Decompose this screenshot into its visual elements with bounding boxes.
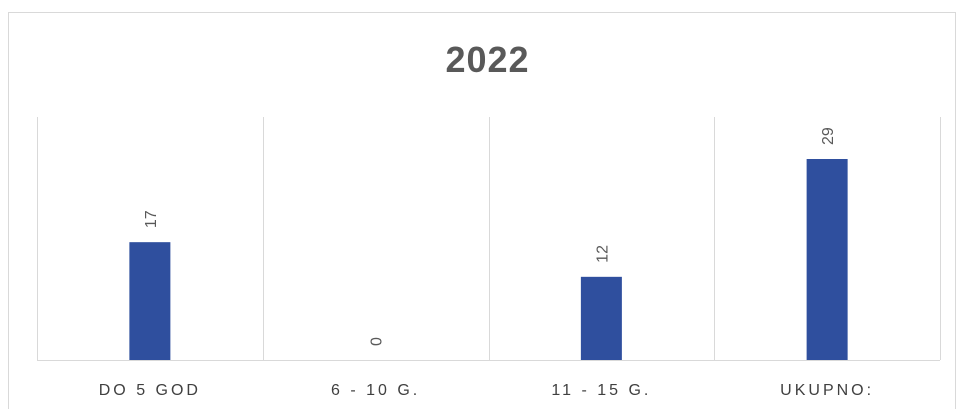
bars-layer	[129, 159, 848, 360]
data-label-2: 12	[594, 245, 611, 263]
chart-frame	[8, 12, 956, 409]
chart-title: 2022	[445, 39, 530, 80]
category-label-0: DO 5 GOD	[99, 382, 201, 399]
data-label-0: 17	[143, 210, 160, 228]
data-label-3: 29	[820, 127, 837, 145]
bar-2	[580, 276, 622, 360]
bar-0	[129, 242, 171, 360]
data-label-1: 0	[369, 337, 386, 346]
labels-layer: 17 DO 5 GOD 0 6 - 10 G. 12 11 - 15 G. 29 UKUPNO…	[99, 127, 874, 399]
category-label-3: UKUPNO:	[780, 382, 874, 399]
category-label-2: 11 - 15 G.	[551, 382, 651, 399]
category-label-1: 6 - 10 G.	[331, 382, 420, 399]
bar-3	[806, 159, 848, 360]
grid-layer	[37, 117, 941, 361]
